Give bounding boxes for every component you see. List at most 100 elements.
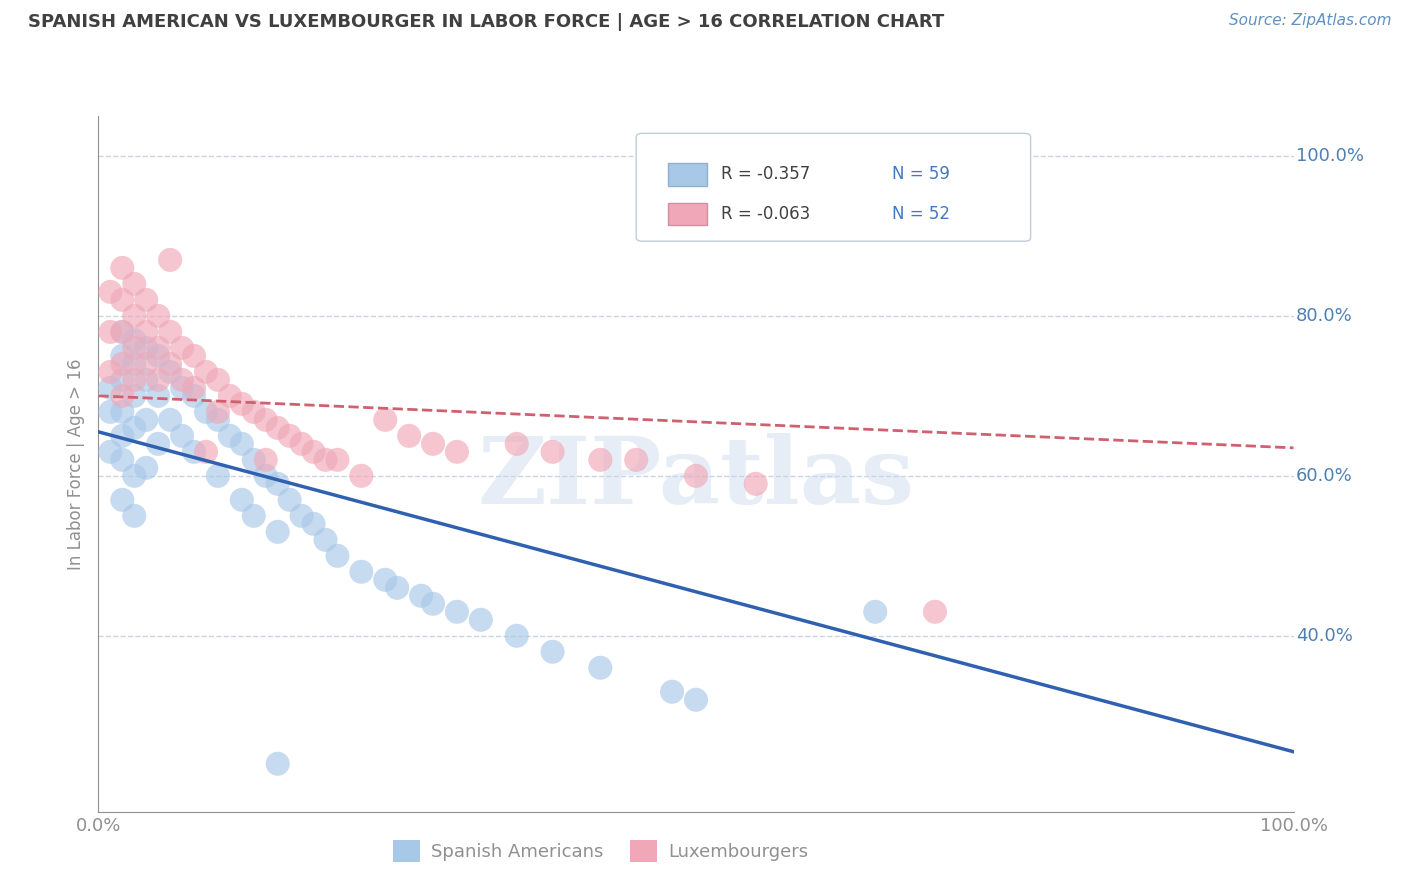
Point [231, 492, 253, 507]
Point [350, 468, 373, 483]
Point [624, 453, 647, 467]
Point [267, 476, 290, 491]
Point [124, 468, 146, 483]
Point [111, 260, 134, 275]
Point [506, 437, 529, 451]
Point [290, 508, 312, 523]
Point [661, 685, 683, 699]
Point [411, 589, 433, 603]
Point [374, 413, 396, 427]
Point [315, 533, 337, 547]
Point [124, 309, 146, 323]
Text: N = 52: N = 52 [891, 205, 950, 223]
Point [350, 565, 373, 579]
Text: R = -0.063: R = -0.063 [721, 205, 810, 223]
Point [183, 381, 205, 395]
Point [159, 252, 181, 267]
Point [267, 756, 290, 771]
Text: R = -0.357: R = -0.357 [721, 165, 810, 184]
Point [111, 349, 134, 363]
Point [111, 373, 134, 387]
Point [254, 468, 277, 483]
Point [194, 445, 217, 459]
Text: N = 59: N = 59 [891, 165, 950, 184]
Point [326, 549, 349, 563]
Point [863, 605, 886, 619]
Point [148, 349, 170, 363]
Point [422, 437, 444, 451]
Text: 40.0%: 40.0% [1296, 627, 1353, 645]
Point [172, 373, 194, 387]
Point [207, 413, 229, 427]
Point [183, 445, 205, 459]
Point [98, 325, 122, 339]
Point [135, 460, 157, 475]
Point [111, 492, 134, 507]
FancyBboxPatch shape [668, 163, 707, 186]
Point [685, 468, 707, 483]
Point [148, 389, 170, 403]
Point [267, 524, 290, 539]
Legend: Spanish Americans, Luxembourgers: Spanish Americans, Luxembourgers [385, 832, 815, 869]
Point [589, 453, 612, 467]
Point [124, 508, 146, 523]
Point [111, 325, 134, 339]
Point [124, 373, 146, 387]
Point [111, 325, 134, 339]
Point [98, 285, 122, 299]
Point [124, 341, 146, 355]
Point [159, 325, 181, 339]
Point [98, 445, 122, 459]
Point [302, 445, 325, 459]
Point [159, 357, 181, 371]
Point [446, 445, 468, 459]
Point [159, 413, 181, 427]
Point [219, 429, 242, 443]
Point [374, 573, 396, 587]
Point [446, 605, 468, 619]
Point [278, 429, 301, 443]
Point [194, 405, 217, 419]
Point [172, 341, 194, 355]
Point [111, 357, 134, 371]
Point [541, 645, 564, 659]
Point [231, 437, 253, 451]
Point [172, 381, 194, 395]
Point [148, 309, 170, 323]
Point [267, 421, 290, 435]
Point [111, 405, 134, 419]
Point [148, 373, 170, 387]
Point [124, 389, 146, 403]
Point [135, 413, 157, 427]
Text: 80.0%: 80.0% [1296, 307, 1353, 325]
Point [422, 597, 444, 611]
Point [398, 429, 420, 443]
Point [302, 516, 325, 531]
Point [98, 365, 122, 379]
Text: 60.0%: 60.0% [1296, 467, 1353, 485]
Point [231, 397, 253, 411]
Point [254, 453, 277, 467]
FancyBboxPatch shape [636, 134, 1031, 241]
Point [183, 389, 205, 403]
Text: SPANISH AMERICAN VS LUXEMBOURGER IN LABOR FORCE | AGE > 16 CORRELATION CHART: SPANISH AMERICAN VS LUXEMBOURGER IN LABO… [28, 13, 945, 31]
Point [135, 357, 157, 371]
Point [124, 421, 146, 435]
Point [98, 381, 122, 395]
Point [326, 453, 349, 467]
Point [135, 373, 157, 387]
Point [589, 661, 612, 675]
Point [172, 429, 194, 443]
Text: Source: ZipAtlas.com: Source: ZipAtlas.com [1229, 13, 1392, 29]
Point [385, 581, 409, 595]
Point [124, 357, 146, 371]
FancyBboxPatch shape [668, 203, 707, 225]
Point [207, 405, 229, 419]
Point [243, 453, 266, 467]
Point [194, 365, 217, 379]
Point [219, 389, 242, 403]
Y-axis label: In Labor Force | Age > 16: In Labor Force | Age > 16 [67, 358, 86, 570]
Point [924, 605, 946, 619]
Point [315, 453, 337, 467]
Point [685, 692, 707, 706]
